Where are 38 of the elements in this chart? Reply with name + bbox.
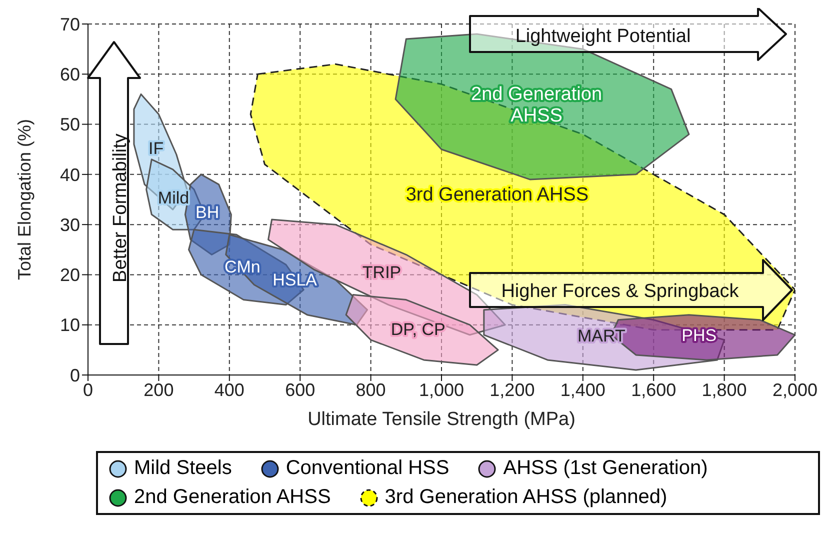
y-tick-label: 60: [60, 64, 80, 85]
y-tick-label: 0: [70, 365, 80, 386]
text: 3rd Generation AHSS (planned): [384, 486, 668, 509]
text: AHSS (1st Generation): [502, 457, 708, 480]
y-tick-label: 20: [60, 265, 80, 286]
x-tick-label: 1,400: [560, 380, 606, 400]
annotation: Lightweight Potential: [515, 26, 691, 47]
text: Conventional HSS: [284, 457, 450, 480]
y-tick-label: 40: [60, 164, 80, 185]
series-label: DP, CP: [390, 320, 446, 340]
x-axis-title: Ultimate Tensile Strength (MPa): [308, 409, 576, 430]
y-tick-label: 10: [60, 315, 80, 336]
x-tick-label: 1,600: [631, 380, 676, 400]
x-tick-label: 400: [214, 380, 244, 400]
x-tick-label: 2,000: [772, 380, 818, 400]
x-tick-label: 1,200: [490, 380, 535, 400]
x-tick-label: 200: [144, 380, 174, 400]
text: 2nd Generation AHSS: [133, 486, 331, 509]
series-label: TRIP: [362, 264, 402, 283]
x-tick-label: 1,000: [418, 380, 464, 400]
x-tick-label: 0: [82, 380, 94, 400]
text: Mild Steels: [133, 457, 232, 480]
series-label: 3rd Generation AHSS: [406, 184, 589, 206]
y-tick-label: 30: [60, 214, 80, 235]
series-label: BH: [195, 203, 220, 222]
y-tick-label: 70: [60, 14, 80, 34]
series-label: PHS: [682, 326, 717, 346]
x-tick-label: 800: [356, 380, 386, 400]
y-axis-title: Total Elongation (%): [14, 118, 34, 280]
annotation: Higher Forces & Springback: [501, 281, 740, 302]
y-tick-label: 50: [60, 114, 80, 135]
series-label: 2nd Generation AHSS: [471, 84, 602, 127]
series-label: Mild: [158, 188, 190, 208]
x-tick-label: 1,800: [702, 380, 747, 400]
series-label: HSLA: [272, 271, 318, 290]
x-tick-label: 600: [285, 380, 316, 400]
annotation: Better Formability: [110, 133, 132, 282]
series-label: IF: [148, 139, 164, 158]
